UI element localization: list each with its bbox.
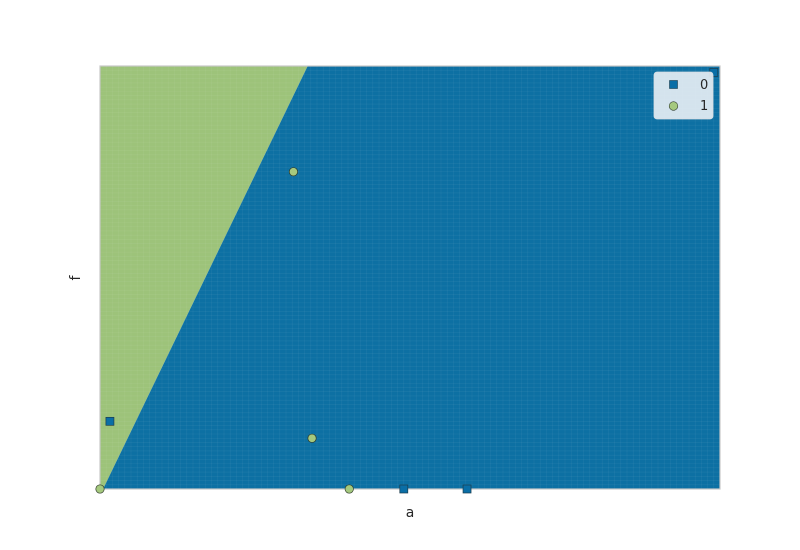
grid-lines [100, 66, 720, 489]
decision-region-class-1 [100, 66, 308, 489]
legend-label-0: 0 [700, 78, 708, 93]
legend-marker-circle [668, 101, 679, 111]
legend-marker-square [669, 80, 678, 89]
legend-label-1: 1 [700, 99, 708, 114]
data-point-class-1 [95, 484, 105, 494]
legend-box [653, 71, 714, 120]
data-point-class-1 [307, 433, 317, 443]
data-point-class-0 [399, 484, 409, 494]
data-points [95, 67, 719, 494]
legend: 0 1 [653, 71, 714, 120]
data-point-class-1 [344, 484, 354, 494]
decision-region-class-0 [103, 66, 720, 489]
plot-frame [99, 65, 721, 490]
data-point-class-0 [462, 484, 472, 494]
data-point-class-1 [288, 167, 298, 177]
x-axis-label: a [406, 505, 415, 521]
decision-regions [100, 66, 720, 489]
y-axis-label: f [68, 274, 84, 280]
data-point-class-0 [105, 416, 115, 426]
